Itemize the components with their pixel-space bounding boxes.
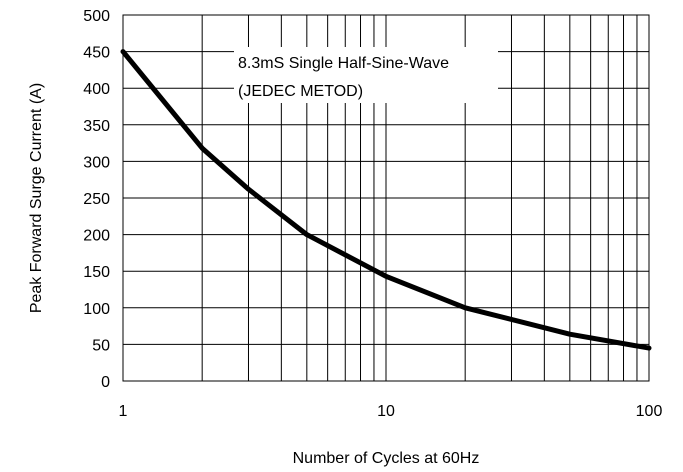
x-tick-label-1: 1 [119,403,128,420]
annotation-line-1: 8.3mS Single Half-Sine-Wave [238,55,449,72]
x-axis-title: Number of Cycles at 60Hz [293,450,480,467]
y-tick-label-300: 300 [83,154,110,171]
annotation-box [234,47,498,103]
y-tick-label-150: 150 [83,264,110,281]
y-tick-label-100: 100 [83,301,110,318]
y-tick-label-350: 350 [83,118,110,135]
series-line-0 [120,49,652,351]
y-tick-label-0: 0 [101,374,110,391]
x-tick-label-10: 10 [377,403,395,420]
x-tick-label-100: 100 [636,403,663,420]
annotation-line-2: (JEDEC METOD) [238,83,363,100]
y-tick-label-500: 500 [83,8,110,25]
y-tick-label-200: 200 [83,228,110,245]
y-tick-label-400: 400 [83,81,110,98]
y-tick-label-450: 450 [83,45,110,62]
y-tick-label-50: 50 [92,337,110,354]
plot-frame [122,14,650,382]
y-axis-title: Peak Forward Surge Current (A) [28,83,45,313]
y-tick-label-250: 250 [83,191,110,208]
